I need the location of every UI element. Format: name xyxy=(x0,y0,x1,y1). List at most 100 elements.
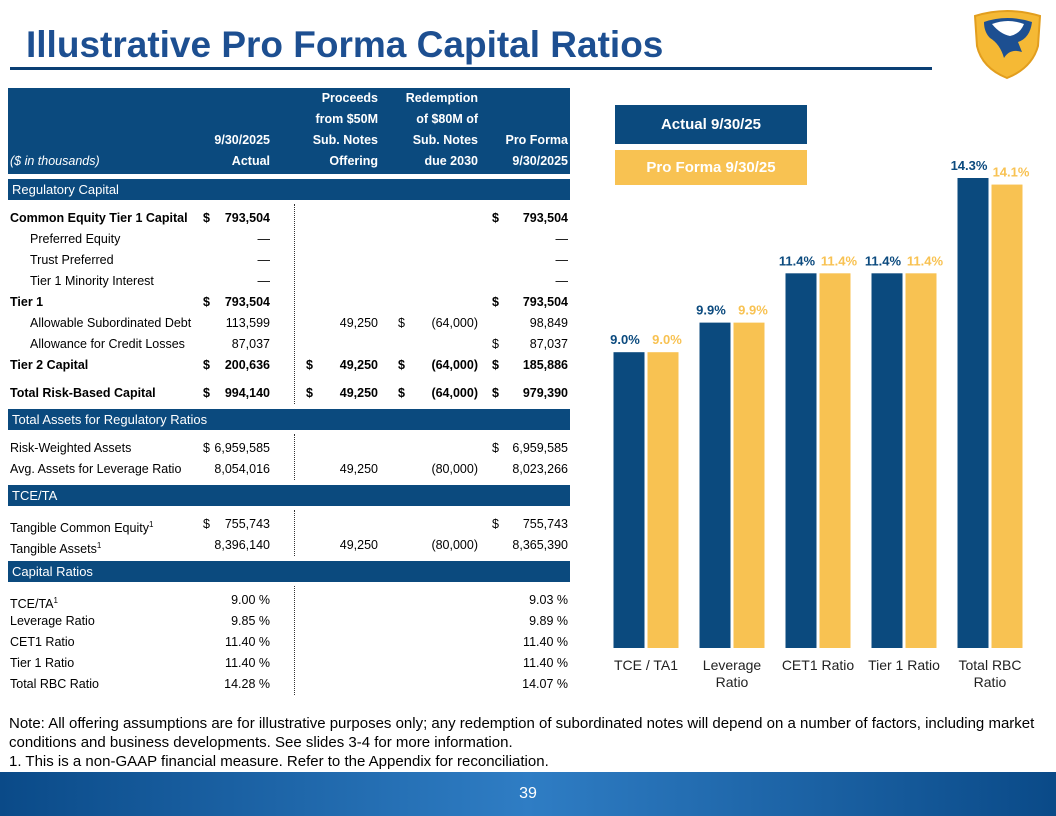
label-text: Allowable Subordinated Debt xyxy=(30,316,192,330)
currency-sign: $ xyxy=(203,517,210,531)
cell-value: 49,250 xyxy=(339,358,378,372)
bar xyxy=(785,273,817,648)
label-text: Tangible Assets xyxy=(10,542,97,557)
label-text: Tier 1 xyxy=(10,295,44,309)
table-cell: — xyxy=(203,229,271,250)
currency-sign: $ xyxy=(492,295,499,309)
section-title: Capital Ratios xyxy=(8,561,570,582)
table-cell: (80,000) xyxy=(398,535,478,556)
header-line: Sub. Notes xyxy=(412,133,478,147)
cell-value: (64,000) xyxy=(431,358,478,372)
cell-value: 9.03 % xyxy=(529,593,568,607)
table-cell: 8,365,390 xyxy=(492,535,568,556)
header-line: due 2030 xyxy=(424,154,478,168)
cell-value: 98,849 xyxy=(529,316,568,330)
currency-sign: $ xyxy=(492,337,499,351)
table-cell: — xyxy=(492,271,569,292)
row-label: Total RBC Ratio xyxy=(10,674,99,695)
section-rows: Tangible Common Equity1 $755,743 $755,743 T… xyxy=(8,506,570,556)
x-tick-label: Leverage Ratio xyxy=(702,657,762,690)
bar xyxy=(871,273,903,648)
currency-sign: $ xyxy=(306,358,313,372)
table-cell: — xyxy=(492,250,569,271)
table-cell: (80,000) xyxy=(398,459,478,480)
cell-value: 8,396,140 xyxy=(214,538,270,552)
section-rows: TCE/TA1 9.00 % 9.03 % Leverage Ratio 9.85 % 9… xyxy=(8,582,570,695)
table-cell: $793,504 xyxy=(203,292,270,313)
table-cell: 8,396,140 xyxy=(203,535,270,556)
value-label: 9.9% xyxy=(696,303,726,318)
table-cell: 9.89 % xyxy=(492,611,568,632)
table-row: Total RBC Ratio 14.28 % 14.07 % xyxy=(8,674,570,695)
row-label: Tangible Common Equity1 xyxy=(10,514,153,535)
table-cell: $793,504 xyxy=(203,208,270,229)
value-label: 14.1% xyxy=(993,165,1030,180)
table-cell: $49,250 xyxy=(306,383,378,404)
notes: Note: All offering assumptions are for i… xyxy=(9,714,1039,771)
label-text: Tier 1 Minority Interest xyxy=(30,274,154,288)
table-cell: — xyxy=(203,271,271,292)
bar xyxy=(613,352,645,648)
legend-entry: Pro Forma 9/30/25 xyxy=(615,150,807,185)
row-label: Total Risk-Based Capital xyxy=(10,383,156,404)
table-cell: $49,250 xyxy=(306,355,378,376)
currency-sign: $ xyxy=(492,358,499,372)
header-line: ($ in thousands) xyxy=(10,154,100,168)
table-row: Tier 1 $793,504 $793,504 xyxy=(8,292,570,313)
row-label: Trust Preferred xyxy=(30,250,114,271)
cell-value: 8,023,266 xyxy=(512,462,568,476)
cell-value: 11.40 % xyxy=(225,635,270,649)
footer: 39 xyxy=(0,772,1056,816)
table-row: Trust Preferred — — xyxy=(8,250,570,271)
currency-sign: $ xyxy=(492,211,499,225)
value-label: 9.0% xyxy=(610,332,640,347)
currency-sign: $ xyxy=(203,295,210,309)
cell-value: 994,140 xyxy=(224,386,270,400)
cell-value: 793,504 xyxy=(224,211,270,225)
title-rule xyxy=(10,67,932,70)
table-cell: $6,959,585 xyxy=(492,438,568,459)
cell-value: 113,599 xyxy=(225,316,270,330)
label-text: TCE/TA xyxy=(10,597,54,612)
table-cell: 98,849 xyxy=(492,313,568,334)
currency-sign: $ xyxy=(492,517,499,531)
label-text: Risk-Weighted Assets xyxy=(10,441,132,455)
table-cell: $755,743 xyxy=(492,514,568,535)
row-label: TCE/TA1 xyxy=(10,590,58,611)
table-header: ($ in thousands) 9/30/2025 Actual Proceeds f… xyxy=(8,88,570,174)
cell-value: 8,365,390 xyxy=(512,538,568,552)
cell-value: 14.28 % xyxy=(224,677,270,691)
table-row: Risk-Weighted Assets $6,959,585 $6,959,585 xyxy=(8,438,570,459)
bar xyxy=(699,322,731,648)
table-cell: $ (64,000) xyxy=(398,313,478,334)
value-label: 11.4% xyxy=(779,253,816,268)
value-label: 11.4% xyxy=(821,253,858,268)
cell-value: 185,886 xyxy=(522,358,568,372)
cell-value: (64,000) xyxy=(431,386,478,400)
row-label: Risk-Weighted Assets xyxy=(10,438,131,459)
column-divider xyxy=(294,204,295,404)
table-cell: 49,250 xyxy=(306,313,378,334)
section-rows: Common Equity Tier 1 Capital $793,504 $793… xyxy=(8,200,570,404)
table-cell: 8,054,016 xyxy=(203,459,270,480)
currency-sign: $ xyxy=(492,386,499,400)
table-cell: $994,140 xyxy=(203,383,270,404)
x-tick-label: CET1 Ratio xyxy=(781,657,855,673)
table-cell: 8,023,266 xyxy=(492,459,568,480)
value-label: 9.9% xyxy=(738,303,768,318)
row-label: Tier 2 Capital xyxy=(10,355,88,376)
label-text: Leverage Ratio xyxy=(10,614,95,628)
table-cell: 9.03 % xyxy=(492,590,568,611)
table-row: Common Equity Tier 1 Capital $793,504 $793… xyxy=(8,208,570,229)
table-row: TCE/TA1 9.00 % 9.03 % xyxy=(8,590,570,611)
table-row: Tangible Common Equity1 $755,743 $755,743 xyxy=(8,514,570,535)
row-label: Tier 1 Ratio xyxy=(10,653,74,674)
table-cell: 9.85 % xyxy=(203,611,270,632)
table-cell: $793,504 xyxy=(492,208,568,229)
cell-value: — xyxy=(257,253,271,267)
table-row: Avg. Assets for Leverage Ratio 8,054,016 4… xyxy=(8,459,570,480)
table-row: Tangible Assets1 8,396,140 49,250 (80,000) 8… xyxy=(8,535,570,556)
currency-sign: $ xyxy=(203,211,210,225)
cell-value: — xyxy=(555,253,569,267)
cell-value: 49,250 xyxy=(339,538,378,552)
